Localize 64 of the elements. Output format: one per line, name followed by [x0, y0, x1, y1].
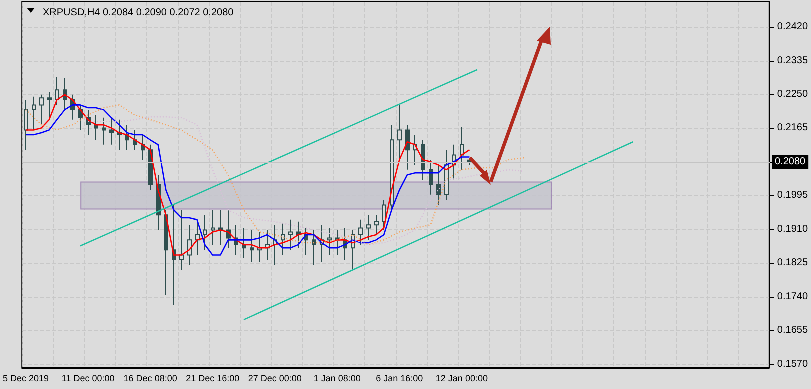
candlestick [436, 164, 441, 206]
candlestick [265, 230, 270, 261]
candlestick [78, 104, 83, 131]
candlestick [405, 124, 410, 170]
candlestick [94, 114, 98, 141]
y-tick-label: 0.2165 [777, 122, 808, 134]
candlestick [281, 222, 285, 256]
candlestick [358, 219, 363, 246]
candlestick [24, 100, 28, 151]
candlestick [211, 210, 215, 246]
candlestick [63, 78, 67, 110]
candlestick [374, 214, 379, 236]
ref-line-label: 0.2080 [775, 156, 806, 168]
line-series [88, 116, 525, 246]
candlestick [164, 210, 168, 296]
candlestick [179, 210, 184, 270]
candlestick [296, 221, 301, 249]
candlestick [133, 130, 137, 151]
candlestick [39, 94, 44, 126]
x-tick-label: 27 Dec 00:00 [248, 374, 302, 384]
y-tick-label: 0.1910 [777, 224, 808, 235]
candlestick [187, 224, 192, 266]
candlestick [413, 134, 417, 166]
y-tick-label: 0.1570 [777, 358, 808, 370]
candlestick [257, 232, 262, 263]
y-tick-label: 0.1995 [777, 190, 808, 202]
y-tick-label: 0.1825 [777, 258, 808, 269]
candlestick [312, 230, 316, 266]
x-tick-label: 11 Dec 00:00 [62, 374, 115, 384]
candlestick [195, 219, 200, 256]
y-tick-label: 0.2335 [777, 55, 808, 66]
candlestick [218, 210, 223, 246]
candlestick [429, 159, 433, 196]
candlestick [47, 92, 52, 120]
candlestick [250, 230, 254, 263]
y-tick-label: 0.1740 [777, 291, 808, 302]
candlestick [55, 76, 59, 106]
candlestick [125, 124, 129, 151]
x-tick-label: 6 Jan 16:00 [376, 374, 424, 384]
y-tick-label: 0.2250 [777, 88, 808, 100]
candlestick [117, 119, 122, 151]
line-series [25, 104, 525, 246]
candlestick [335, 230, 340, 256]
x-tick-label: 21 Dec 16:00 [186, 374, 240, 384]
y-tick-label: 0.1655 [777, 325, 808, 336]
candlestick [366, 214, 371, 241]
candlestick [327, 228, 332, 256]
candlestick [203, 214, 207, 251]
candlestick [102, 117, 106, 146]
x-tick-label: 12 Jan 00:00 [436, 374, 488, 384]
candlestick [397, 104, 402, 160]
candlestick [32, 96, 36, 131]
x-tick-label: 16 Dec 08:00 [124, 374, 178, 384]
x-tick-label: 5 Dec 2019 [2, 374, 50, 384]
candlestick [242, 228, 246, 259]
candlestick [172, 204, 176, 306]
text: XRPUSD,H4 0.2084 0.2090 0.2072 0.2080 [43, 8, 234, 18]
candlestick [460, 126, 464, 170]
candlestick [141, 134, 145, 160]
candlestick [109, 117, 114, 146]
candlestick [382, 200, 386, 231]
y-tick-label: 0.2420 [777, 22, 808, 33]
x-tick-label: 1 Jan 08:00 [314, 374, 361, 384]
candlestick [288, 219, 293, 251]
